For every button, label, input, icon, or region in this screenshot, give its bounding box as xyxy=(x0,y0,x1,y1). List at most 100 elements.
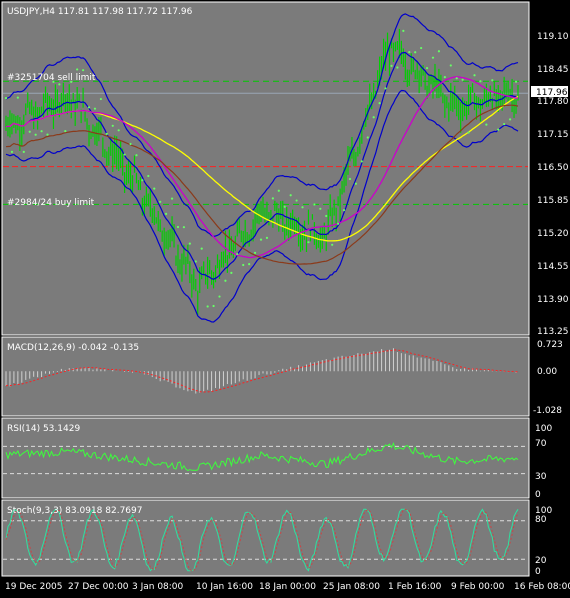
sar-dot xyxy=(230,271,233,274)
sar-dot xyxy=(414,51,417,54)
bollinger-upper xyxy=(5,13,519,238)
sar-dot xyxy=(40,130,43,133)
sar-dot xyxy=(52,80,55,83)
sar-dot xyxy=(277,189,280,192)
sar-dot xyxy=(58,83,61,86)
sar-dot xyxy=(265,236,269,239)
sell-limit-label: #3251704 sell limit xyxy=(7,73,96,83)
sar-dot xyxy=(485,123,488,126)
sar-dot xyxy=(325,214,328,218)
price-tick: 115.20 xyxy=(537,229,569,239)
sar-dot xyxy=(111,124,114,127)
sar-dot xyxy=(93,107,97,110)
sar-dot xyxy=(165,212,168,215)
sar-dot xyxy=(28,130,31,133)
sar-dot xyxy=(271,197,274,200)
sar-dot xyxy=(408,50,411,54)
sar-dot xyxy=(420,46,423,50)
sar-dot xyxy=(4,96,8,100)
sar-dot xyxy=(449,64,452,67)
sar-dot xyxy=(253,251,257,254)
sar-dot xyxy=(218,295,221,298)
rsi-header: RSI(14) 53.1429 xyxy=(7,424,80,434)
sar-dot xyxy=(425,67,429,70)
sar-dot xyxy=(354,182,357,185)
sar-dot xyxy=(182,226,186,229)
sar-dot xyxy=(123,153,126,156)
sar-dot xyxy=(491,79,494,82)
main-panel[interactable] xyxy=(1,1,530,336)
sar-dot xyxy=(289,194,292,197)
sar-dot xyxy=(99,97,102,101)
price-tick: 119.10 xyxy=(537,32,569,42)
stoch-panel[interactable] xyxy=(1,499,530,577)
sar-dot xyxy=(467,131,470,134)
sar-dot xyxy=(431,56,435,59)
sar-dot xyxy=(301,206,304,209)
time-tick: 9 Feb 00:00 xyxy=(451,582,505,592)
main-header: USDJPY,H4 117.81 117.98 117.72 117.96 xyxy=(7,7,193,17)
buy-limit-label: #2984/24 buy limit xyxy=(7,198,95,208)
sar-dot xyxy=(366,136,369,139)
sar-dot xyxy=(479,80,482,83)
sar-dot xyxy=(46,133,49,136)
sar-dot xyxy=(117,129,120,132)
sar-dot xyxy=(200,247,203,250)
macd-tick: 0.00 xyxy=(537,367,557,377)
price-tick: 118.45 xyxy=(537,65,569,75)
sar-dot xyxy=(81,69,85,72)
price-tick: 114.55 xyxy=(537,262,569,272)
sar-dot xyxy=(390,64,393,67)
sar-dot xyxy=(22,150,25,153)
ma-medium xyxy=(5,76,519,259)
sar-dot xyxy=(360,160,363,163)
price-tick: 115.85 xyxy=(537,196,569,206)
price-tick: 116.50 xyxy=(537,163,569,173)
time-tick: 19 Dec 2005 xyxy=(5,582,63,592)
sar-dot xyxy=(514,80,518,83)
macd-signal-line xyxy=(5,349,519,393)
sar-dot xyxy=(10,150,14,154)
time-tick: 27 Dec 00:00 xyxy=(68,582,129,592)
macd-panel[interactable] xyxy=(1,336,530,417)
time-tick: 16 Feb 08:00 xyxy=(514,582,570,592)
last-price-badge xyxy=(531,86,568,97)
sar-dot xyxy=(194,260,197,263)
sar-dot xyxy=(212,304,215,308)
sar-dot xyxy=(342,209,346,212)
sar-dot xyxy=(147,174,150,178)
rsi-tick: 30 xyxy=(535,472,547,482)
macd-tick: 0.723 xyxy=(537,340,563,350)
sar-dot xyxy=(248,263,251,266)
time-tick: 10 Jan 16:00 xyxy=(196,582,253,592)
sar-dot xyxy=(437,50,441,53)
stoch-header: Stoch(9,3,3) 83.0918 82.7697 xyxy=(7,506,142,516)
sar-dot xyxy=(313,203,316,206)
sar-dot xyxy=(141,179,144,182)
sar-dot xyxy=(283,205,286,208)
rsi-tick: 70 xyxy=(535,439,547,449)
sar-dot xyxy=(443,76,446,79)
sar-dot xyxy=(236,252,239,256)
sar-dot xyxy=(176,225,180,229)
sar-dot xyxy=(508,118,512,121)
price-tick: 117.80 xyxy=(537,97,569,107)
sar-dot xyxy=(331,243,334,246)
sar-dot xyxy=(384,87,387,90)
sar-dot xyxy=(159,200,162,203)
sar-dot xyxy=(461,78,464,81)
sar-dot xyxy=(105,132,108,135)
sar-dot xyxy=(378,102,381,105)
sar-dot xyxy=(153,187,156,190)
rsi-tick: 100 xyxy=(535,424,552,434)
macd-tick: -1.028 xyxy=(533,406,562,416)
sar-dot xyxy=(455,77,458,80)
macd-header: MACD(12,26,9) -0.042 -0.135 xyxy=(7,343,139,353)
rsi-line xyxy=(5,442,519,472)
price-tick: 113.90 xyxy=(537,295,569,305)
sar-dot xyxy=(64,129,67,133)
rsi-panel[interactable] xyxy=(1,417,530,499)
price-tick: 117.15 xyxy=(537,130,569,140)
